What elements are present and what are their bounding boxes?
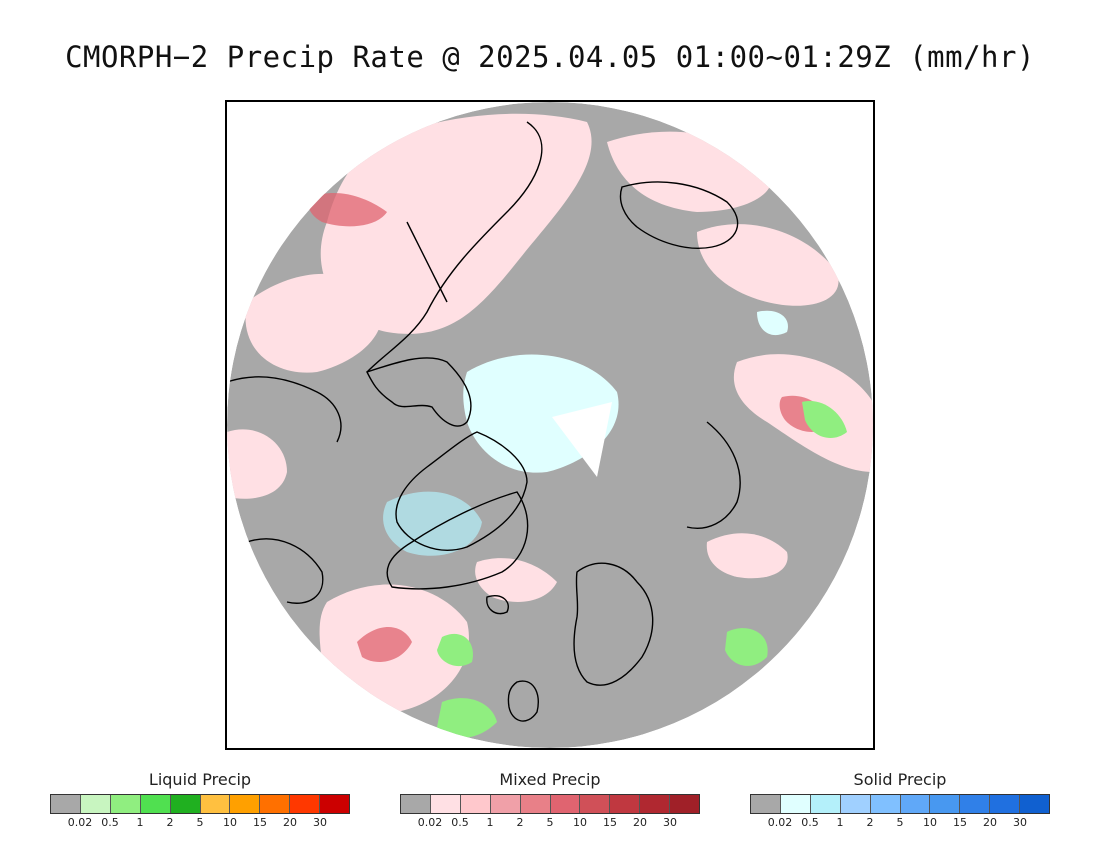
solid-swatch-1 (780, 795, 811, 813)
legend-mixed-ticks: 0.02 0.5 1 2 5 10 15 20 30 (400, 814, 700, 829)
liquid-tick-label: 20 (283, 816, 297, 829)
coastline-canadian-islands (366, 357, 472, 427)
liquid-tick-label: 0.02 (67, 816, 93, 829)
polar-precip-map (227, 102, 873, 748)
mixed-tick-label: 10 (573, 816, 587, 829)
liquid-swatch-6 (230, 795, 261, 813)
legend-solid-ticks: 0.02 0.5 1 2 5 10 15 20 30 (750, 814, 1050, 829)
mixed-swatch-6 (580, 795, 611, 813)
legend-mixed-title: Mixed Precip (499, 770, 601, 789)
coastline-greenland (386, 491, 529, 590)
mixed-tick-label: 0.02 (417, 816, 443, 829)
coastline-alaska (366, 121, 543, 373)
mixed-swatch-3 (490, 795, 521, 813)
solid-swatch-7 (960, 795, 991, 813)
liquid-swatch-9 (320, 795, 350, 813)
mixed-tick-label: 20 (633, 816, 647, 829)
liquid-tick-label: 0.5 (101, 816, 119, 829)
liquid-swatch-4 (170, 795, 201, 813)
coastlines (227, 121, 741, 722)
mixed-tick-label: 30 (663, 816, 677, 829)
liquid-tick-label: 30 (313, 816, 327, 829)
solid-swatch-9 (1020, 795, 1050, 813)
solid-swatch-2 (810, 795, 841, 813)
liquid-swatch-5 (200, 795, 231, 813)
coastline-britain (507, 680, 539, 722)
legend-solid: Solid Precip 0.02 0.5 1 2 5 10 15 20 30 (750, 770, 1050, 829)
coastline-siberia (619, 181, 739, 249)
mixed-tick-label: 5 (546, 816, 554, 829)
liquid-swatch-7 (260, 795, 291, 813)
liquid-swatch-8 (290, 795, 321, 813)
legend-liquid-swatches (50, 794, 350, 814)
liquid-tick-label: 1 (136, 816, 144, 829)
solid-swatch-4 (870, 795, 901, 813)
liquid-tick-label: 15 (253, 816, 267, 829)
mixed-tick-label: 0.5 (451, 816, 469, 829)
liquid-swatch-2 (110, 795, 141, 813)
solid-tick-label: 0.02 (767, 816, 793, 829)
liquid-tick-label: 10 (223, 816, 237, 829)
mixed-swatch-0 (401, 795, 431, 813)
coastline-russia-north (686, 421, 741, 529)
solid-swatch-6 (930, 795, 961, 813)
mixed-swatch-8 (640, 795, 671, 813)
solid-tick-label: 15 (953, 816, 967, 829)
legend-solid-swatches (750, 794, 1050, 814)
mixed-tick-label: 1 (486, 816, 494, 829)
coastline-scandinavia (573, 562, 654, 686)
legend-liquid: Liquid Precip 0.02 0.5 1 2 5 10 15 20 30 (50, 770, 350, 829)
liquid-swatch-3 (140, 795, 171, 813)
legend-liquid-title: Liquid Precip (148, 770, 252, 789)
liquid-tick-label: 5 (196, 816, 204, 829)
legend-mixed: Mixed Precip 0.02 0.5 1 2 5 10 15 20 30 (400, 770, 700, 829)
coastline-labrador (246, 538, 324, 604)
solid-tick-label: 10 (923, 816, 937, 829)
border-line (406, 221, 448, 303)
mixed-swatch-5 (550, 795, 581, 813)
solid-tick-label: 30 (1013, 816, 1027, 829)
map-title: CMORPH−2 Precip Rate @ 2025.04.05 01:00~… (65, 40, 1035, 74)
liquid-swatch-0 (51, 795, 81, 813)
mixed-tick-label: 15 (603, 816, 617, 829)
solid-tick-label: 0.5 (801, 816, 819, 829)
coastline-hudson (227, 376, 342, 443)
solid-swatch-3 (840, 795, 871, 813)
legend-liquid-ticks: 0.02 0.5 1 2 5 10 15 20 30 (50, 814, 350, 829)
solid-tick-label: 5 (896, 816, 904, 829)
coastline-iceland (486, 595, 509, 615)
mixed-swatch-4 (520, 795, 551, 813)
solid-swatch-0 (751, 795, 781, 813)
solid-precip-areas (383, 310, 788, 556)
coastline-baffin (395, 431, 528, 551)
solid-tick-label: 20 (983, 816, 997, 829)
liquid-swatch-1 (80, 795, 111, 813)
solid-swatch-5 (900, 795, 931, 813)
polar-map-frame (225, 100, 875, 750)
liquid-tick-label: 2 (166, 816, 174, 829)
liquid-precip-areas (437, 401, 847, 738)
mixed-swatch-1 (430, 795, 461, 813)
legend-mixed-swatches (400, 794, 700, 814)
mixed-swatch-7 (610, 795, 641, 813)
mixed-swatch-9 (670, 795, 700, 813)
mixed-tick-label: 2 (516, 816, 524, 829)
legend-solid-title: Solid Precip (853, 770, 947, 789)
solid-tick-label: 1 (836, 816, 844, 829)
solid-swatch-8 (990, 795, 1021, 813)
solid-tick-label: 2 (866, 816, 874, 829)
mixed-swatch-2 (460, 795, 491, 813)
